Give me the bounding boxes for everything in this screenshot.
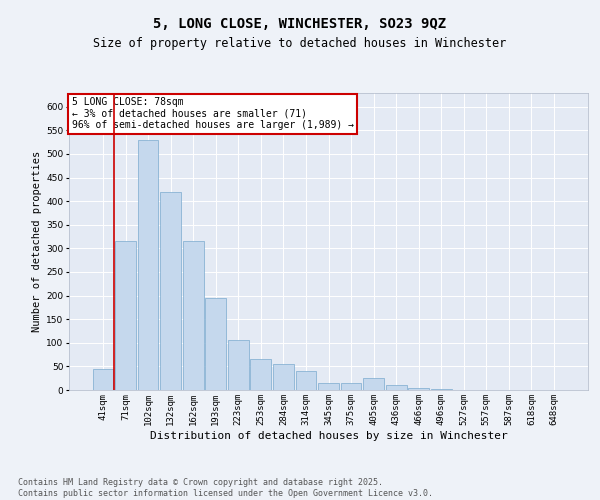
Bar: [318, 383, 339, 390]
Text: 5 LONG CLOSE: 78sqm
← 3% of detached houses are smaller (71)
96% of semi-detache: 5 LONG CLOSE: 78sqm ← 3% of detached hou…: [71, 97, 353, 130]
Bar: [273, 364, 294, 390]
X-axis label: Distribution of detached houses by size in Winchester: Distribution of detached houses by size …: [149, 430, 508, 440]
Text: Contains HM Land Registry data © Crown copyright and database right 2025.
Contai: Contains HM Land Registry data © Crown c…: [18, 478, 433, 498]
Bar: [205, 298, 226, 390]
Bar: [250, 360, 271, 390]
Bar: [341, 383, 361, 390]
Y-axis label: Number of detached properties: Number of detached properties: [32, 150, 42, 332]
Bar: [431, 388, 452, 390]
Text: Size of property relative to detached houses in Winchester: Size of property relative to detached ho…: [94, 38, 506, 51]
Bar: [183, 242, 203, 390]
Bar: [115, 242, 136, 390]
Text: 5, LONG CLOSE, WINCHESTER, SO23 9QZ: 5, LONG CLOSE, WINCHESTER, SO23 9QZ: [154, 18, 446, 32]
Bar: [137, 140, 158, 390]
Bar: [160, 192, 181, 390]
Bar: [363, 378, 384, 390]
Bar: [296, 371, 316, 390]
Bar: [386, 386, 407, 390]
Bar: [409, 388, 429, 390]
Bar: [228, 340, 248, 390]
Bar: [92, 369, 113, 390]
